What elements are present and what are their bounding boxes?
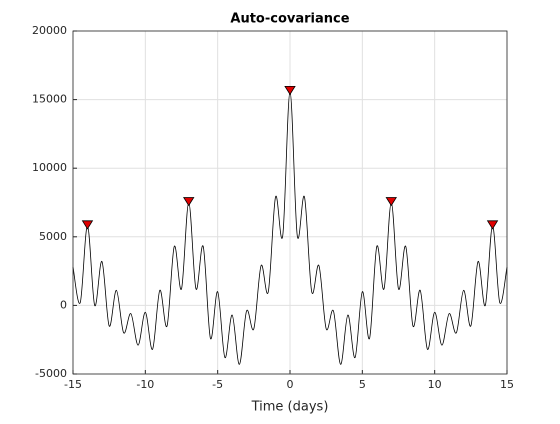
peak-marker — [183, 197, 195, 207]
y-tick-label: 10000 — [32, 161, 67, 174]
y-tick-label: 0 — [60, 298, 67, 311]
x-tick-label: -15 — [64, 378, 82, 391]
x-tick-label: 0 — [287, 378, 294, 391]
plot-border — [72, 30, 508, 375]
x-tick-label: -10 — [136, 378, 154, 391]
x-tick-label: 15 — [500, 378, 514, 391]
peak-marker — [486, 220, 499, 230]
y-tick-label: -5000 — [35, 367, 67, 380]
peak-marker — [385, 197, 397, 207]
y-tick-label: 5000 — [39, 230, 67, 243]
x-tick-label: 5 — [359, 378, 366, 391]
x-axis-label: Time (days) — [251, 400, 329, 415]
y-tick-label: 15000 — [32, 93, 67, 106]
x-tick-label: 10 — [428, 378, 442, 391]
y-tick-label: 20000 — [32, 24, 67, 37]
x-tick-label: -5 — [212, 378, 223, 391]
peak-marker — [284, 85, 296, 96]
chart-title: Auto-covariance — [230, 12, 349, 27]
peak-marker — [81, 220, 94, 230]
